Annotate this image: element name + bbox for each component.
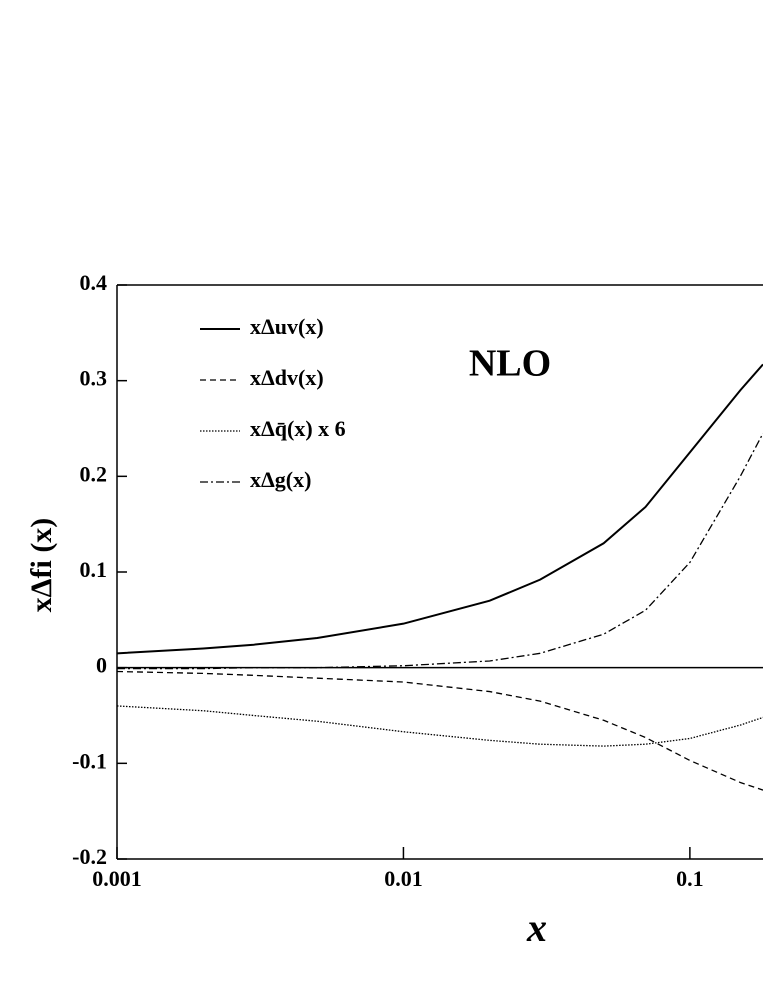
- y-tick-label: 0.3: [80, 366, 108, 391]
- x-axis-label: x: [526, 905, 547, 950]
- series-line: [117, 432, 763, 670]
- legend-label: xΔuv(x): [250, 314, 324, 339]
- y-tick-label: 0.2: [80, 461, 108, 486]
- y-axis-label: xΔfi (x): [25, 518, 58, 613]
- y-tick-label: -0.2: [72, 844, 107, 869]
- x-tick-label: 0.1: [676, 866, 704, 891]
- series-line: [116, 670, 763, 791]
- legend-label: xΔg(x): [250, 467, 311, 492]
- y-tick-label: 0.4: [80, 270, 108, 295]
- series-line: [116, 363, 763, 655]
- annotation: NLO: [469, 343, 551, 385]
- x-tick-label: 0.001: [92, 866, 142, 891]
- x-tick-label: 0.01: [384, 866, 423, 891]
- y-tick-label: 0: [96, 653, 107, 678]
- y-tick-label: 0.1: [80, 557, 108, 582]
- legend-label: xΔq̄(x) x 6: [250, 416, 346, 441]
- series-line: [116, 705, 763, 747]
- y-tick-label: -0.1: [72, 748, 107, 773]
- legend-label: xΔdv(x): [250, 365, 324, 390]
